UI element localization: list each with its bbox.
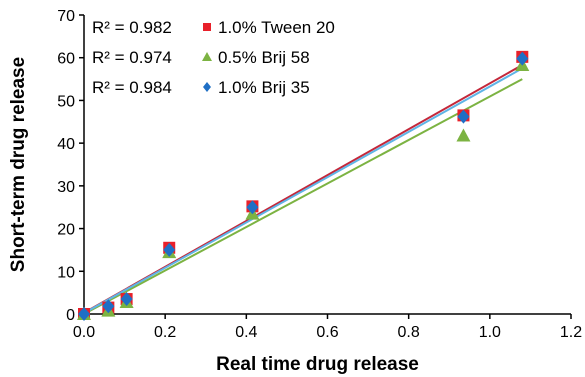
- legend-r2-label: R² = 0.984: [92, 78, 172, 97]
- y-tick-label: 10: [57, 264, 75, 281]
- legend-series-name: 1.0% Tween 20: [218, 18, 335, 37]
- legend-marker: [202, 52, 212, 61]
- y-axis-label: Short-term drug release: [8, 57, 29, 272]
- x-tick-label: 0.6: [316, 324, 338, 341]
- data-point-series-3: [457, 109, 470, 124]
- data-point-series-3: [120, 292, 133, 307]
- x-tick-label: 0.2: [154, 324, 176, 341]
- data-points: [77, 50, 530, 321]
- data-point-series-3: [246, 200, 259, 215]
- x-tick-label: 1.2: [560, 324, 582, 341]
- trendlines: [83, 64, 523, 315]
- x-tick-label: 0.8: [398, 324, 420, 341]
- legend-series-name: 0.5% Brij 58: [218, 48, 310, 67]
- y-tick-label: 50: [57, 93, 75, 110]
- legend-r2-label: R² = 0.974: [92, 48, 172, 67]
- y-tick-label: 70: [57, 8, 75, 25]
- legend: R² = 0.982 1.0% Tween 20 R² = 0.974 0.5% Br…: [92, 18, 335, 97]
- x-tick-label: 0.4: [235, 324, 257, 341]
- y-tick-label: 60: [57, 51, 75, 68]
- legend-marker: [203, 23, 211, 31]
- data-point-series-3: [78, 307, 90, 321]
- legend-marker: [203, 82, 211, 92]
- legend-r2-label: R² = 0.982: [92, 18, 172, 37]
- data-point-series-3: [163, 242, 176, 257]
- y-tick-label: 30: [57, 179, 75, 196]
- x-tick-label: 1.0: [479, 324, 501, 341]
- y-tick-label: 0: [66, 307, 75, 324]
- data-point-series-3: [102, 299, 115, 314]
- x-tick-label: 0.0: [73, 324, 95, 341]
- ticks: 0.0 0.2 0.4 0.6 0.8 1.0 1.2 0 10 20 30 40 50 60 70: [57, 8, 582, 341]
- legend-series-name: 1.0% Brij 35: [218, 78, 310, 97]
- trendline-2: [83, 78, 523, 315]
- y-tick-label: 40: [57, 136, 75, 153]
- y-tick-label: 20: [57, 222, 75, 239]
- trendline-3: [83, 67, 523, 315]
- data-point-series-2: [456, 128, 471, 142]
- data-point-series-3: [516, 51, 529, 66]
- x-axis-label: Real time drug release: [216, 354, 419, 375]
